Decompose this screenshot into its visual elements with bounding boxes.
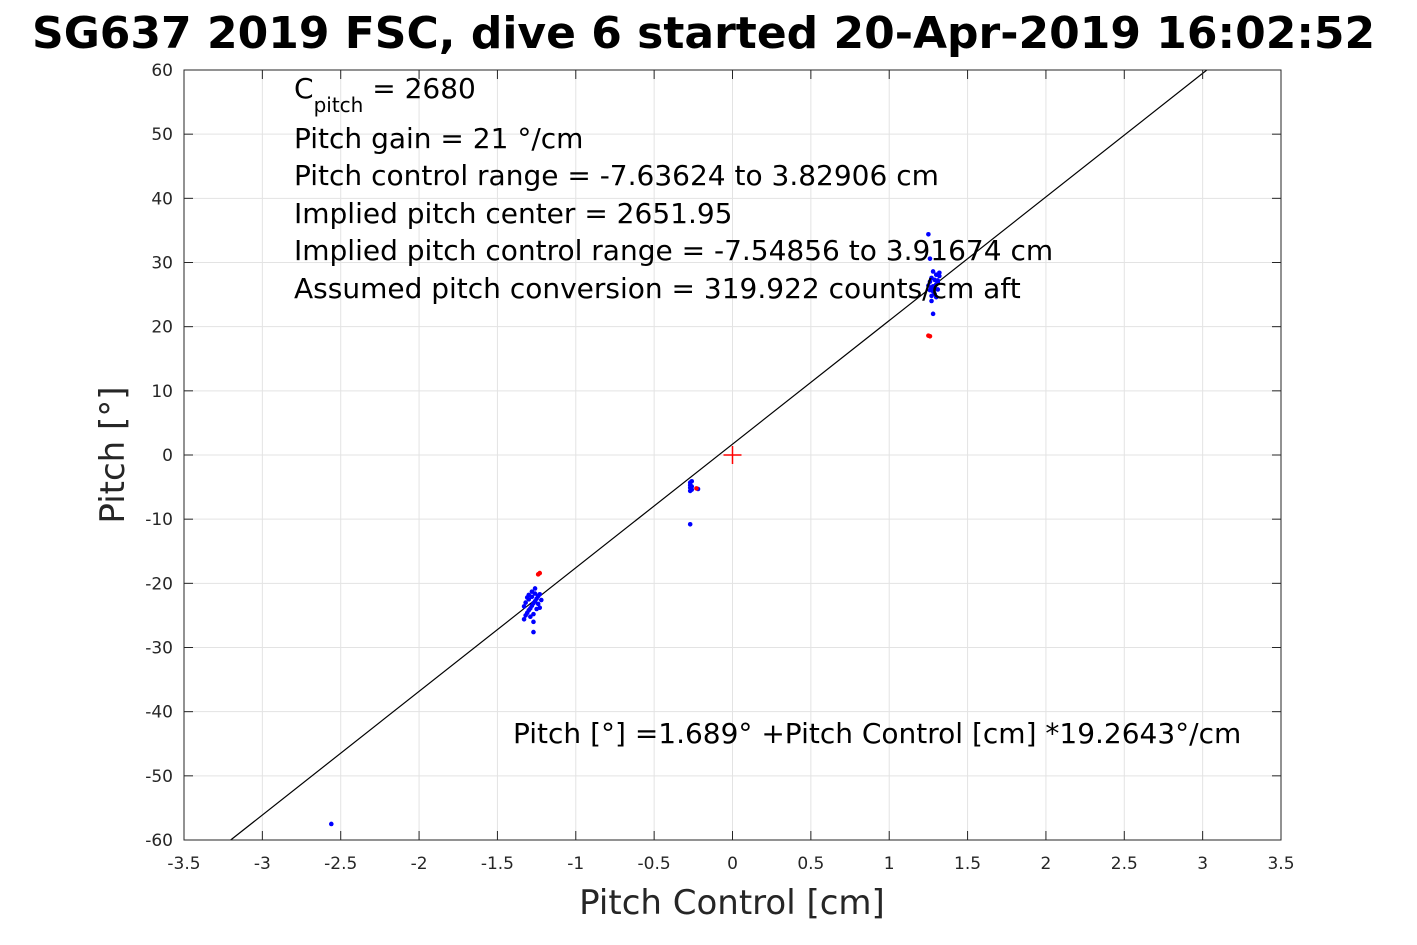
- data-point: [689, 484, 695, 489]
- data-point: [689, 479, 695, 484]
- data-point: [521, 604, 527, 609]
- y-tick-label: 0: [162, 446, 173, 466]
- y-tick-label: -50: [145, 767, 173, 787]
- annotation-implied-range: Implied pitch control range = -7.54856 t…: [294, 234, 1053, 267]
- x-axis-title: Pitch Control [cm]: [579, 883, 885, 923]
- x-tick-label: -0.5: [638, 854, 671, 874]
- data-point: [694, 486, 699, 491]
- data-point: [535, 601, 541, 607]
- data-point: [539, 597, 544, 603]
- data-point: [523, 600, 528, 605]
- data-point: [528, 614, 533, 619]
- annotation-control-range: Pitch control range = -7.63624 to 3.8290…: [294, 159, 939, 192]
- x-tick-label: 0.5: [797, 854, 824, 874]
- data-point: [927, 333, 933, 339]
- y-tick-label: 60: [151, 61, 173, 81]
- x-tick-label: -2.5: [324, 854, 357, 874]
- annotation-conversion: Assumed pitch conversion = 319.922 count…: [294, 272, 1021, 305]
- x-tick-label: -3.5: [167, 854, 200, 874]
- y-tick-label: 20: [151, 318, 173, 338]
- x-tick-label: -1: [567, 854, 584, 874]
- fit-line: [230, 69, 1208, 841]
- data-point: [537, 605, 543, 611]
- x-tick-label: 3: [1197, 854, 1208, 874]
- y-axis-title: Pitch [°]: [93, 386, 133, 523]
- center-marker: [723, 446, 742, 464]
- y-tick-label: 50: [151, 125, 173, 145]
- data-point: [537, 570, 543, 576]
- y-tick-label: 10: [151, 382, 173, 402]
- annotation-pitch-gain: Pitch gain = 21 °/cm: [294, 122, 583, 155]
- x-tick-label: -2: [411, 854, 428, 874]
- y-tick-label: -10: [145, 510, 173, 530]
- x-tick-label: 1: [884, 854, 895, 874]
- data-point: [935, 280, 941, 285]
- data-point: [932, 277, 937, 283]
- x-tick-label: 1.5: [954, 854, 981, 874]
- data-point: [933, 294, 939, 300]
- data-point: [930, 269, 936, 274]
- data-point: [521, 616, 527, 622]
- data-point: [929, 298, 934, 304]
- y-tick-label: -30: [145, 639, 173, 659]
- axis-ticks: -3.5 -3 -2.5 -2 -1.5 -1 -0.5 0 0.5 1 1.5 2 2.5 3 3.5 -6…: [145, 61, 1294, 874]
- data-point: [532, 586, 538, 591]
- x-tick-label: 0: [727, 854, 738, 874]
- data-point: [529, 589, 535, 594]
- data-point: [926, 231, 931, 237]
- y-tick-label: -20: [145, 574, 173, 594]
- data-point: [329, 821, 334, 827]
- data-point: [526, 592, 532, 598]
- y-tick-label: -60: [145, 831, 173, 851]
- y-tick-label: 30: [151, 254, 173, 274]
- y-tick-label: 40: [151, 189, 173, 209]
- y-tick-label: -40: [145, 703, 173, 723]
- data-point: [930, 311, 936, 317]
- cpitch-value: = 2680: [363, 72, 476, 105]
- data-point: [687, 488, 693, 494]
- data-point: [531, 611, 536, 617]
- x-tick-label: 2.5: [1111, 854, 1138, 874]
- annotation-pitch-center: Implied pitch center = 2651.95: [294, 197, 732, 230]
- data-point: [531, 619, 536, 625]
- plot-content: [230, 69, 1208, 841]
- annotation-fit-equation: Pitch [°] =1.689° +Pitch Control [cm] *1…: [513, 717, 1241, 750]
- chart-title: SG637 2019 FSC, dive 6 started 20-Apr-20…: [32, 8, 1375, 59]
- annotation-cpitch: Cpitch = 2680: [294, 72, 476, 117]
- x-tick-label: 2: [1041, 854, 1052, 874]
- data-points: [329, 231, 942, 827]
- x-tick-label: 3.5: [1267, 854, 1294, 874]
- data-point: [929, 285, 934, 290]
- cpitch-base: C: [294, 72, 314, 105]
- x-tick-label: -3: [254, 854, 271, 874]
- data-point: [687, 522, 693, 527]
- x-tick-label: -1.5: [481, 854, 514, 874]
- data-point: [927, 279, 933, 285]
- data-point: [935, 287, 941, 292]
- data-point: [531, 629, 536, 635]
- cpitch-subscript: pitch: [314, 93, 364, 117]
- data-point: [927, 256, 933, 261]
- data-point: [933, 272, 939, 277]
- data-point: [537, 591, 543, 597]
